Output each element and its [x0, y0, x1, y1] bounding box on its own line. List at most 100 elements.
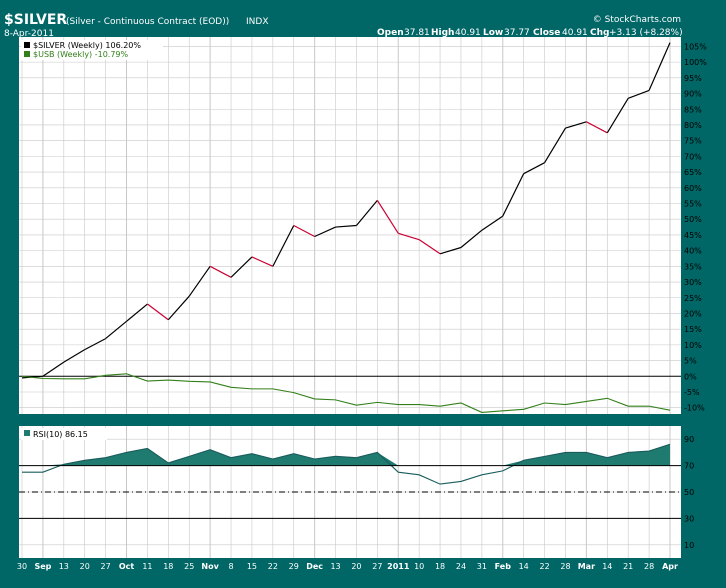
- x-tick-label: 21: [623, 562, 633, 571]
- silver-line-segment: [606, 97, 629, 134]
- silver-line-segment: [523, 162, 545, 175]
- close-value: 40.91: [562, 28, 588, 38]
- chart-date: 8-Apr-2011: [4, 29, 54, 39]
- x-tick-label: 8: [228, 562, 233, 571]
- y-tick-label: 30%: [684, 278, 702, 287]
- price-series: [21, 42, 671, 413]
- x-tick-label: 30: [17, 562, 27, 571]
- silver-line-segment: [627, 89, 650, 99]
- x-tick-label: 15: [247, 562, 257, 571]
- y-tick-label: 30: [684, 514, 694, 523]
- x-tick-label: Mar: [578, 562, 595, 571]
- y-tick-label: 65%: [684, 168, 702, 177]
- usb-line: [21, 373, 671, 413]
- silver-line-segment: [188, 265, 211, 297]
- quote-bar: Open 37.81 High 40.91 Low 37.77 Close 40…: [377, 28, 683, 38]
- y-tick-label: -10%: [684, 404, 705, 413]
- rsi-series: [19, 443, 681, 519]
- y-tick-label: 10: [684, 541, 694, 550]
- watermark: © StockCharts.com: [593, 15, 681, 25]
- silver-line-segment: [418, 239, 441, 255]
- x-tick-label: 10: [414, 562, 424, 571]
- silver-line-segment: [439, 246, 462, 255]
- y-tick-label: 40%: [684, 247, 702, 256]
- silver-line-segment: [105, 320, 127, 340]
- silver-line-segment: [314, 226, 336, 238]
- symbol-description: (Silver - Continuous Contract (EOD)): [66, 17, 229, 27]
- x-tick-label: 18: [435, 562, 445, 571]
- silver-line-segment: [460, 229, 483, 248]
- x-tick-label: 13: [330, 562, 340, 571]
- y-tick-label: 35%: [684, 262, 702, 271]
- silver-line-segment: [502, 173, 525, 217]
- chg-value: +3.13 (+8.28%): [609, 28, 683, 38]
- y-tick-label: 20%: [684, 309, 702, 318]
- y-tick-label: 80%: [684, 121, 702, 130]
- silver-line-segment: [586, 121, 608, 134]
- y-tick-label: 0%: [684, 372, 697, 381]
- rsi-panel: 10 30 50 70 90 RSI(10) 86.15: [19, 426, 694, 558]
- rsi-legend-swatch: [24, 430, 30, 436]
- exchange-label: INDX: [246, 17, 268, 27]
- y-tick-label: 70: [684, 462, 694, 471]
- silver-line-segment: [42, 361, 65, 377]
- y-tick-label: 90: [684, 435, 694, 444]
- close-label: Close: [533, 28, 560, 38]
- price-grid: [19, 37, 681, 414]
- x-tick-label: Dec: [306, 562, 323, 571]
- silver-line-segment: [84, 338, 106, 351]
- price-legend: $SILVER (Weekly) 106.20% $USB (Weekly) -…: [21, 40, 163, 60]
- x-tick-label: 18: [163, 562, 173, 571]
- chg-label: Chg: [590, 28, 609, 38]
- y-tick-label: 15%: [684, 325, 702, 334]
- x-axis: 30 Sep 13 20 27 Oct 11 18 25 Nov 8 15 22 29 Dec 13 20 27 2…: [17, 562, 678, 571]
- x-tick-label: Sep: [34, 562, 51, 571]
- x-tick-label: 22: [268, 562, 278, 571]
- x-tick-label: Oct: [119, 562, 135, 571]
- silver-line-segment: [63, 349, 86, 363]
- silver-line-segment: [544, 127, 566, 163]
- y-tick-label: 95%: [684, 74, 702, 83]
- x-tick-label: 22: [539, 562, 549, 571]
- silver-line-segment: [355, 199, 378, 226]
- silver-line-segment: [209, 265, 232, 278]
- silver-line-segment: [648, 42, 671, 91]
- x-tick-label: 25: [184, 562, 194, 571]
- rsi-overbought-fill: [22, 444, 670, 466]
- x-tick-label: 20: [351, 562, 361, 571]
- x-tick-label: 14: [519, 562, 529, 571]
- y-tick-label: 75%: [684, 137, 702, 146]
- high-value: 40.91: [455, 28, 481, 38]
- silver-line-segment: [398, 232, 420, 241]
- silver-line-segment: [272, 225, 295, 267]
- rsi-legend-label: RSI(10) 86.15: [33, 430, 88, 439]
- low-value: 37.77: [504, 28, 530, 38]
- legend-label-usb: $USB (Weekly) -10.79%: [33, 50, 129, 59]
- y-tick-label: 105%: [684, 42, 707, 51]
- low-label: Low: [483, 28, 503, 38]
- silver-line-segment: [335, 224, 357, 228]
- rsi-y-axis: 10 30 50 70 90: [684, 435, 694, 550]
- silver-line-segment: [126, 303, 148, 322]
- x-tick-label: 31: [477, 562, 487, 571]
- y-tick-label: 5%: [684, 357, 697, 366]
- legend-background: [21, 40, 163, 60]
- y-tick-label: 45%: [684, 231, 702, 240]
- x-tick-label: Feb: [495, 562, 512, 571]
- silver-line-segment: [565, 121, 587, 129]
- silver-line-segment: [167, 295, 190, 321]
- y-tick-label: 100%: [684, 58, 707, 67]
- x-tick-label: 20: [80, 562, 90, 571]
- silver-line-segment: [230, 256, 253, 278]
- x-tick-label: 11: [142, 562, 152, 571]
- open-value: 37.81: [404, 28, 430, 38]
- legend-swatch-usb: [24, 51, 30, 57]
- y-tick-label: 50: [684, 488, 694, 497]
- x-tick-label: Nov: [201, 562, 219, 571]
- y-tick-label: 10%: [684, 341, 702, 350]
- y-tick-label: 70%: [684, 152, 702, 161]
- x-tick-label: 14: [602, 562, 612, 571]
- rsi-line: [22, 443, 671, 485]
- y-tick-label: 55%: [684, 200, 702, 209]
